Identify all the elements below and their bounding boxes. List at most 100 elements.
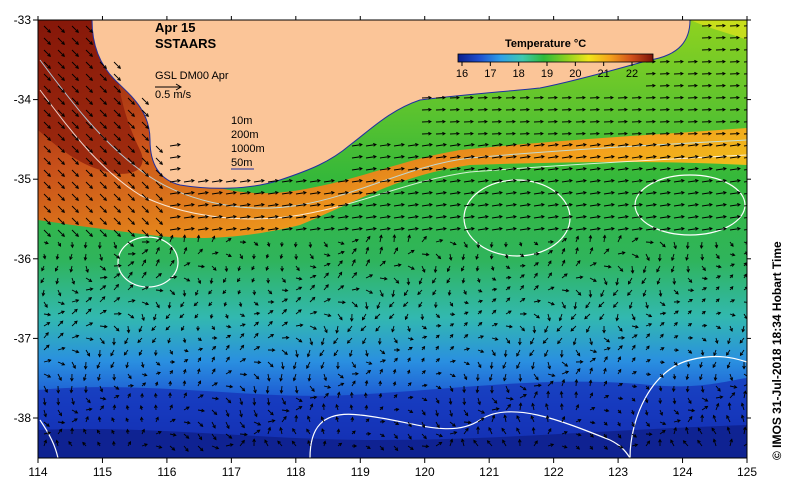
current-vector: [113, 133, 121, 141]
current-vector: [616, 313, 619, 321]
current-vector-head: [369, 274, 374, 278]
current-vector: [600, 289, 605, 297]
current-vector: [617, 325, 623, 332]
current-vector: [713, 415, 717, 423]
current-vector: [547, 192, 559, 195]
current-vector: [645, 192, 657, 195]
current-vector: [686, 385, 689, 392]
current-vector: [295, 349, 298, 357]
current-vector-head: [61, 53, 65, 57]
current-vector-head: [577, 419, 582, 423]
current-vector-head: [568, 107, 572, 112]
current-vector-head: [310, 255, 314, 260]
current-vector: [463, 373, 467, 380]
current-vector-head: [703, 323, 708, 328]
current-vector-head: [667, 215, 671, 219]
current-vector: [347, 325, 353, 332]
current-vector: [407, 168, 419, 171]
current-vector-head: [159, 173, 163, 177]
current-vector-head: [387, 215, 391, 219]
current-vector: [225, 397, 231, 403]
current-vector-head: [563, 431, 568, 435]
current-vector: [617, 168, 629, 171]
current-vector-head: [327, 385, 332, 389]
current-vector: [421, 445, 429, 448]
current-vector-head: [88, 297, 93, 301]
y-tick-label: -34: [14, 93, 32, 107]
current-vector: [71, 217, 79, 225]
current-vector-head: [324, 243, 328, 248]
current-vector-head: [661, 429, 666, 434]
current-vector-head: [47, 29, 51, 33]
current-vector-head: [550, 443, 555, 447]
current-vector-head: [708, 83, 712, 88]
current-vector-head: [70, 244, 75, 249]
current-vector-head: [471, 215, 475, 219]
current-vector-head: [403, 292, 408, 297]
current-vector-head: [177, 155, 181, 159]
current-vector: [376, 301, 381, 309]
current-vector-head: [464, 244, 468, 248]
current-vector: [435, 397, 440, 404]
current-vector-head: [618, 234, 622, 239]
current-vector-head: [593, 278, 597, 282]
current-vector: [575, 204, 587, 207]
current-vector: [617, 192, 629, 195]
current-vector-head: [61, 420, 66, 425]
current-vector: [43, 301, 48, 308]
current-vector: [533, 325, 536, 333]
current-vector: [337, 216, 349, 219]
current-vector: [435, 144, 447, 147]
current-vector-head: [325, 392, 329, 397]
current-vector-head: [58, 412, 63, 417]
current-vector-head: [644, 399, 649, 404]
current-vector-head: [171, 291, 176, 296]
current-vector-head: [545, 402, 549, 407]
current-vector-head: [117, 161, 121, 165]
current-vector-head: [89, 77, 93, 81]
current-vector: [547, 216, 559, 219]
current-vector-head: [541, 215, 545, 219]
current-vector: [85, 145, 93, 153]
current-vector: [351, 380, 356, 387]
current-vector-head: [283, 415, 287, 420]
current-vector-head: [596, 131, 600, 136]
current-vector-head: [336, 365, 340, 370]
current-vector-head: [359, 167, 363, 171]
current-vector: [575, 368, 581, 375]
current-vector-head: [313, 326, 318, 330]
current-vector: [533, 391, 538, 399]
current-vector-head: [716, 255, 720, 260]
current-vector: [71, 397, 75, 405]
current-vector-head: [380, 446, 385, 451]
current-vector: [729, 373, 733, 381]
current-vector-head: [547, 317, 551, 322]
current-vector-head: [646, 333, 651, 338]
current-vector: [449, 385, 454, 392]
current-vector: [85, 408, 92, 411]
current-vector: [729, 216, 741, 219]
x-tick-label: 123: [608, 465, 628, 479]
current-vector: [155, 205, 163, 213]
current-vector-head: [158, 445, 163, 449]
current-vector-head: [197, 357, 202, 361]
current-vector: [239, 228, 251, 231]
current-scale-label: 0.5 m/s: [155, 89, 192, 101]
current-vector-head: [680, 119, 684, 124]
current-vector-head: [146, 240, 150, 244]
current-vector-head: [182, 234, 187, 239]
current-vector: [309, 297, 316, 303]
current-vector: [617, 235, 622, 243]
current-vector-head: [639, 203, 643, 207]
current-vector-head: [690, 288, 695, 293]
current-vector-head: [717, 264, 722, 269]
current-vector: [659, 289, 662, 297]
current-vector: [715, 403, 719, 411]
current-vector-head: [415, 143, 419, 147]
current-vector: [264, 439, 269, 447]
current-vector-head: [446, 268, 451, 273]
current-vector-head: [551, 373, 556, 377]
current-vector-head: [159, 221, 163, 225]
current-vector: [225, 385, 233, 388]
current-vector: [323, 216, 335, 219]
